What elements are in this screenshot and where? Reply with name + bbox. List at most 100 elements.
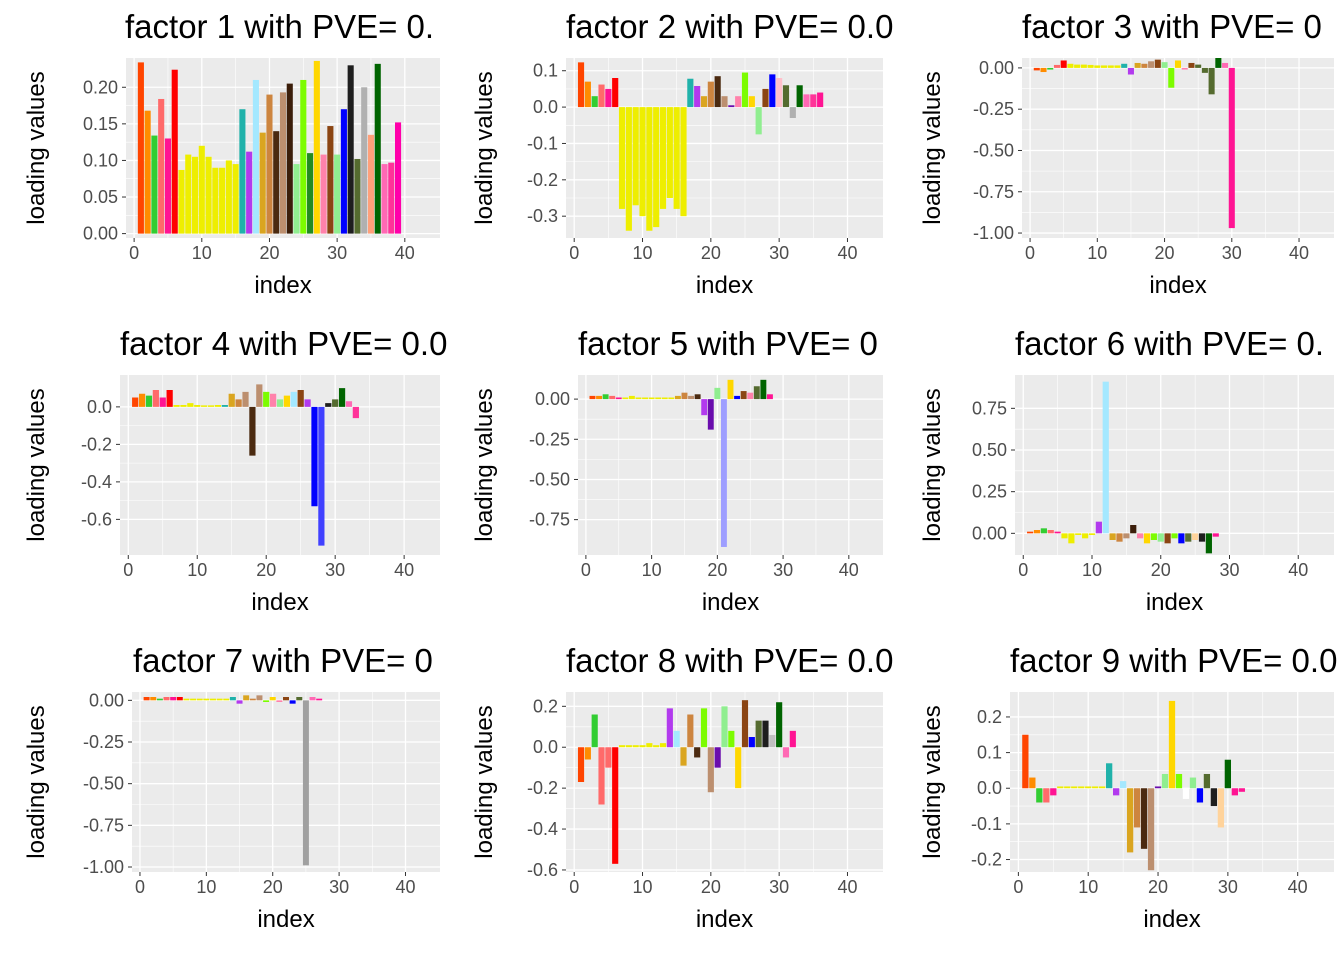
bar [249,406,256,456]
bar [1157,533,1164,542]
bar [1182,788,1190,799]
x-tick-label: 10 [192,243,212,263]
x-tick-label: 40 [395,243,415,263]
factor-panel-2: factor 2 with PVE= 0.0 0 10 20 30 40 -0.3 -0.2 -… [448,0,896,320]
x-tick-label: 0 [135,877,145,897]
bar-chart-factor-2: 0 10 20 30 40 -0.3 -0.2 -0.1 0.0 0.1 index loading … [471,58,883,299]
x-tick-label: 40 [1288,877,1308,897]
y-tick-label: 0.0 [533,97,558,117]
bar [194,405,201,407]
bar [198,145,205,234]
factor-panel-3: factor 3 with PVE= 0 0 10 20 30 40 -1.00 -0.75 -… [896,0,1344,320]
bar-chart-factor-1: 0 10 20 30 40 0.00 0.05 0.10 0.15 0.20 index loadin… [23,58,440,299]
bar [1192,533,1199,540]
x-tick-label: 0 [123,560,133,580]
x-tick-label: 10 [633,243,653,263]
bar [615,397,622,400]
bar [776,702,783,748]
bar [225,160,232,234]
y-axis-title: loading values [919,71,946,224]
bar [680,107,687,217]
y-tick-label: -1.00 [973,223,1014,243]
bar [753,386,760,400]
x-tick-label: 30 [769,877,789,897]
bar [289,700,296,704]
bar [1047,530,1054,534]
bar [609,395,616,400]
x-tick-label: 30 [1219,560,1239,580]
bar [1071,786,1078,789]
bar [1123,533,1130,539]
bar [782,747,790,758]
bar [1217,788,1225,828]
bar [707,747,714,793]
bar [728,730,735,748]
y-tick-label: -0.25 [83,732,124,752]
bar [256,695,263,701]
x-tick-label: 10 [1082,560,1102,580]
bar [207,405,215,407]
factor-panel-5: factor 5 with PVE= 0 0 10 20 30 40 -0.75 -0.50 -… [448,317,896,637]
bar [1189,777,1197,789]
bar [728,105,735,108]
bar [707,399,714,430]
x-tick-label: 0 [581,560,591,580]
y-axis-title: loading values [471,71,498,224]
bar [283,697,289,701]
bar [143,697,150,701]
bar [137,62,144,234]
bar [748,737,755,748]
y-tick-label: -0.2 [527,170,558,190]
x-tick-label: 20 [1155,243,1175,263]
x-axis-title: index [1146,589,1203,616]
bar [320,154,327,234]
x-tick-label: 40 [839,560,859,580]
bar [212,167,219,234]
bar [203,698,210,701]
y-tick-label: -0.50 [83,774,124,794]
bar [219,167,226,234]
bar [1171,533,1178,539]
bar-chart-factor-6: 0 10 20 30 40 0.00 0.25 0.50 0.75 index loading va… [919,375,1334,616]
bar [178,169,185,234]
bar [1161,773,1169,789]
bar [201,405,208,407]
bar [354,158,361,234]
bar [1181,67,1188,70]
y-tick-label: 0.00 [83,224,118,244]
y-tick-label: -0.25 [529,429,570,449]
bar [1150,533,1157,540]
bar-chart-factor-5: 0 10 20 30 40 -0.75 -0.50 -0.25 0.00 index loading… [471,375,883,616]
y-axis-title: loading values [23,705,50,858]
bar [311,406,318,507]
x-axis-title: index [251,589,308,616]
y-tick-label: 0.0 [87,397,112,417]
bar [1178,533,1185,544]
bar [735,96,742,108]
bar [1154,59,1161,68]
x-tick-label: 40 [1289,243,1309,263]
y-tick-label: -0.75 [973,182,1014,202]
x-tick-label: 10 [642,560,662,580]
bar [381,164,388,234]
y-axis-title: loading values [471,388,498,541]
bar [741,700,749,748]
bar [688,395,695,400]
bar [223,698,230,701]
bar [1210,788,1218,807]
bar [666,107,673,198]
bar [316,698,323,701]
x-tick-label: 30 [773,560,793,580]
x-tick-label: 30 [325,560,345,580]
chart-title: factor 9 with PVE= 0.0 [1010,642,1338,679]
bar [235,399,242,407]
bar [577,747,585,782]
y-tick-label: -0.50 [529,469,570,489]
bar [1092,786,1099,789]
x-tick-label: 30 [1218,877,1238,897]
plot-background [566,58,883,238]
bar [694,86,701,108]
x-tick-label: 10 [196,877,216,897]
factor-panel-8: factor 8 with PVE= 0.0 0 10 20 30 40 -0.6 -0.4 -… [448,634,896,954]
bar [714,76,721,108]
